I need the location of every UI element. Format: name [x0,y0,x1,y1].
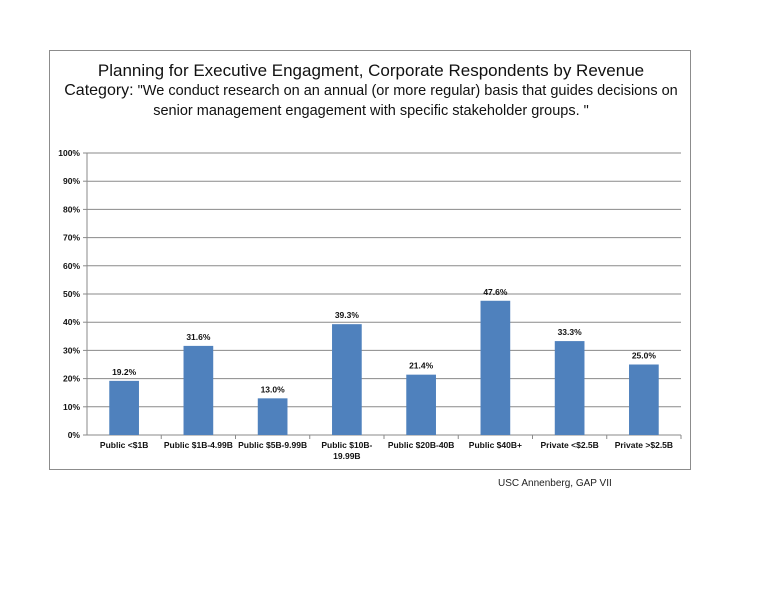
x-tick-label: Public $10B-19.99B [321,440,372,461]
data-label: 13.0% [261,384,286,394]
chart-subtitle: Category: "We conduct research on an ann… [50,81,692,121]
chart-subtitle-text: "We conduct research on an annual (or mo… [133,83,678,119]
data-label: 19.2% [112,367,137,377]
x-tick-label: Private <$2.5B [540,440,598,450]
data-label: 31.6% [186,332,211,342]
data-label: 25.0% [632,351,657,361]
bar [183,345,214,435]
y-tick-label: 100% [58,148,80,158]
y-tick-label: 0% [68,430,81,440]
bar [257,398,288,435]
y-tick-label: 40% [63,317,80,327]
x-tick-label: Public <$1B [100,440,148,450]
bar [109,380,139,435]
y-tick-label: 10% [63,402,80,412]
x-tick-label: Public $1B-4.99B [164,440,233,450]
data-label: 39.3% [335,310,360,320]
bar [629,364,659,435]
chart-subtitle-lead: Category: [64,82,134,99]
data-label: 47.6% [483,287,508,297]
data-label: 21.4% [409,361,434,371]
y-tick-label: 80% [63,204,80,214]
y-tick-label: 50% [63,289,80,299]
y-tick-label: 60% [63,261,80,271]
x-tick-label: Private >$2.5B [615,440,673,450]
y-tick-label: 70% [63,233,80,243]
bar [332,324,362,435]
chart-title: Planning for Executive Engagment, Corpor… [97,61,645,80]
y-tick-label: 30% [63,345,80,355]
y-tick-label: 90% [63,176,80,186]
x-tick-label: Public $40B+ [469,440,522,450]
chart-title-block: Planning for Executive Engagment, Corpor… [50,61,692,121]
bar [406,374,436,435]
x-tick-label: Public $20B-40B [388,440,455,450]
bar [554,341,585,435]
x-tick-label: Public $5B-9.99B [238,440,307,450]
chart-frame: Planning for Executive Engagment, Corpor… [49,50,691,470]
source-note: USC Annenberg, GAP VII [498,478,612,489]
bar-chart: 0% 10% 20% 30% 40% 50% 60% 70% 80% 90% 100% 19.2% Pu… [58,148,682,461]
y-tick-label: 20% [63,374,80,384]
data-label: 33.3% [558,327,583,337]
bar [480,300,511,435]
